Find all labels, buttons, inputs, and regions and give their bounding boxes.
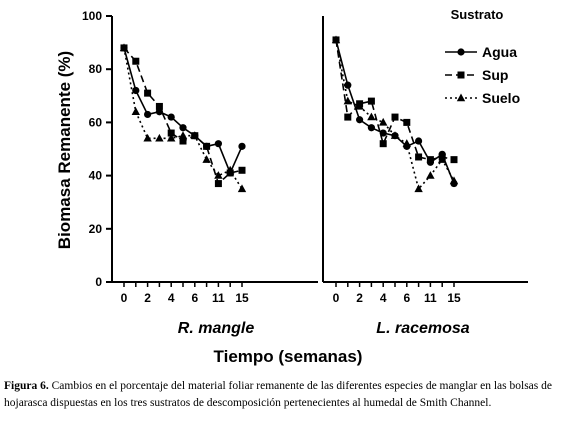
data-point-agua xyxy=(356,116,364,124)
data-point-suelo xyxy=(426,171,435,179)
legend-marker-suelo xyxy=(456,93,466,102)
panel-label-right: L. racemosa xyxy=(376,320,469,337)
data-point-sup xyxy=(391,113,399,121)
data-point-sup xyxy=(144,89,152,97)
data-point-suelo xyxy=(237,184,247,193)
data-point-agua xyxy=(167,113,175,121)
y-tick-label: 100 xyxy=(82,9,102,23)
y-axis-title: Biomasa Remanente (%) xyxy=(55,51,74,249)
data-point-agua xyxy=(144,110,152,119)
series-line-agua xyxy=(123,47,243,175)
legend-label-suelo: Suelo xyxy=(482,90,520,106)
data-point-sup xyxy=(167,129,175,137)
data-point-sup xyxy=(450,156,458,164)
panel-label-left: R. mangle xyxy=(178,320,255,337)
data-point-suelo xyxy=(131,107,140,115)
legend: Agua Sup Suelo xyxy=(445,44,520,106)
data-point-suelo xyxy=(190,131,199,139)
data-point-suelo xyxy=(143,133,152,142)
data-point-suelo xyxy=(379,117,388,126)
series-line-agua xyxy=(335,39,455,184)
x-tick-label: 4 xyxy=(168,291,175,305)
x-tick-label: 15 xyxy=(235,291,249,305)
y-tick-label: 80 xyxy=(89,62,103,76)
y-tick-label: 40 xyxy=(89,169,103,183)
y-tick-label: 20 xyxy=(89,222,103,236)
data-point-suelo xyxy=(449,176,459,185)
data-point-sup xyxy=(367,97,375,105)
data-point-sup xyxy=(403,118,411,126)
data-point-suelo xyxy=(414,184,423,193)
data-point-suelo xyxy=(214,171,223,179)
figure-caption: Figura 6. Cambios en el porcentaje del m… xyxy=(4,378,574,412)
data-point-suelo xyxy=(390,131,400,139)
x-tick-label: 2 xyxy=(144,291,151,305)
data-point-agua xyxy=(344,81,352,89)
series-line-sup xyxy=(123,47,243,186)
x-tick-label: 11 xyxy=(424,291,437,305)
data-point-suelo xyxy=(178,131,188,139)
legend-label-sup: Sup xyxy=(482,67,508,83)
data-point-suelo xyxy=(355,101,364,110)
data-point-suelo xyxy=(202,155,211,163)
x-tick-label: 4 xyxy=(380,291,387,305)
y-tick-label: 0 xyxy=(95,275,102,289)
data-point-sup xyxy=(132,57,140,65)
data-point-suelo xyxy=(343,96,352,105)
legend-title: Sustrato xyxy=(451,7,504,22)
data-point-suelo xyxy=(367,112,376,121)
legend-label-agua: Agua xyxy=(482,44,517,60)
data-point-suelo xyxy=(402,139,411,147)
data-point-agua xyxy=(214,140,222,148)
x-tick-label: 6 xyxy=(403,291,410,305)
data-point-suelo xyxy=(438,155,447,163)
data-point-agua xyxy=(415,137,423,145)
data-point-suelo xyxy=(331,35,341,44)
legend-marker-agua xyxy=(457,48,465,56)
data-point-suelo xyxy=(155,133,164,142)
x-tick-label: 6 xyxy=(191,291,198,305)
legend-marker-sup xyxy=(457,71,465,79)
series-line-sup xyxy=(335,39,455,161)
data-point-agua xyxy=(155,108,163,116)
x-tick-label: 15 xyxy=(447,291,461,305)
data-point-agua xyxy=(132,86,140,95)
x-tick-label: 2 xyxy=(356,291,363,305)
data-point-sup xyxy=(426,156,434,164)
data-point-sup xyxy=(238,166,246,174)
data-point-agua xyxy=(367,124,375,132)
x-axis-title: Tiempo (semanas) xyxy=(214,347,363,366)
data-point-sup xyxy=(214,180,222,188)
data-point-suelo xyxy=(119,43,129,52)
data-point-agua xyxy=(238,142,246,150)
y-tick-label: 60 xyxy=(89,115,103,129)
data-point-sup xyxy=(415,153,423,161)
x-tick-label: 0 xyxy=(333,291,340,305)
x-tick-label: 0 xyxy=(121,291,128,305)
data-point-agua xyxy=(179,124,187,132)
data-point-sup xyxy=(379,140,387,148)
x-tick-label: 11 xyxy=(212,291,225,305)
data-point-sup xyxy=(179,137,187,145)
data-point-sup xyxy=(155,102,163,110)
caption-text: Cambios en el porcentaje del material fo… xyxy=(4,380,552,409)
data-point-suelo xyxy=(167,133,176,142)
caption-label: Figura 6. xyxy=(4,380,49,392)
data-point-sup xyxy=(344,113,352,121)
data-point-sup xyxy=(203,142,211,150)
data-point-suelo xyxy=(226,165,235,174)
series-line-suelo xyxy=(123,47,243,190)
